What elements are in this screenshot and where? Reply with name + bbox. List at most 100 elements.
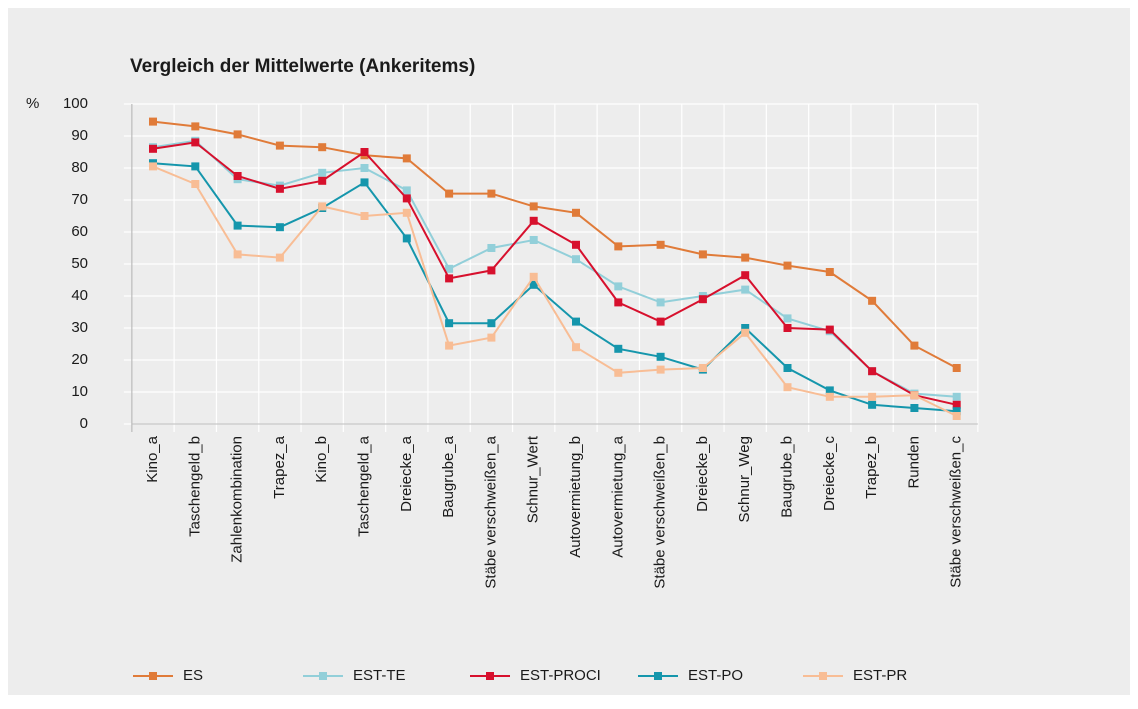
y-tick-label: 100 xyxy=(63,95,88,112)
legend-label: EST-TE xyxy=(353,667,406,684)
point xyxy=(572,240,580,249)
x-tick-label: Schnur_Weg xyxy=(736,436,753,522)
point xyxy=(910,341,919,350)
point xyxy=(233,172,242,180)
legend-marker xyxy=(819,672,827,680)
x-tick-label: Autovermietung_a xyxy=(609,435,626,557)
point xyxy=(487,333,496,342)
point xyxy=(614,298,623,307)
point xyxy=(614,368,623,377)
y-axis-label: % xyxy=(26,95,39,112)
point xyxy=(572,208,580,217)
point xyxy=(318,202,327,211)
point xyxy=(783,261,792,270)
point xyxy=(191,180,200,188)
point xyxy=(360,178,369,187)
x-tick-label: Autovermietung_b xyxy=(567,436,584,558)
point xyxy=(529,236,538,244)
point xyxy=(614,344,623,353)
point xyxy=(910,391,919,400)
point xyxy=(741,271,750,280)
point xyxy=(487,319,496,328)
point xyxy=(360,212,369,220)
series-line xyxy=(152,165,958,417)
point xyxy=(656,352,665,361)
point xyxy=(275,223,284,232)
point xyxy=(656,365,665,374)
y-tick-label: 10 xyxy=(71,383,88,400)
x-tick-label: Trapez_a xyxy=(271,435,288,498)
point xyxy=(825,268,834,276)
series-line xyxy=(152,120,958,369)
point xyxy=(445,189,454,198)
point xyxy=(910,404,919,412)
legend-marker xyxy=(149,672,157,680)
point xyxy=(656,240,665,249)
point xyxy=(783,314,792,323)
point xyxy=(868,296,877,305)
point xyxy=(952,412,961,420)
y-tick-label: 0 xyxy=(80,415,88,432)
point xyxy=(233,250,242,259)
point xyxy=(149,162,157,171)
point xyxy=(868,400,877,409)
point xyxy=(445,264,454,273)
x-tick-label: Dreiecke_c xyxy=(821,436,838,512)
legend-label: ES xyxy=(183,667,203,684)
series-line xyxy=(152,141,957,406)
point xyxy=(445,341,454,350)
legend-marker xyxy=(486,672,494,680)
point xyxy=(783,364,792,372)
point xyxy=(318,143,327,152)
point xyxy=(825,392,834,401)
x-tick-label: Trapez_b xyxy=(863,436,880,499)
point xyxy=(698,364,707,372)
y-tick-label: 40 xyxy=(71,287,88,304)
point xyxy=(233,221,242,230)
y-tick-label: 50 xyxy=(71,255,88,272)
x-tick-label: Dreiecke_a xyxy=(398,435,415,512)
y-tick-label: 30 xyxy=(71,319,88,336)
point xyxy=(487,266,496,275)
y-tick-label: 70 xyxy=(71,191,88,208)
x-tick-label: Runden xyxy=(905,436,922,489)
point xyxy=(952,407,961,416)
point xyxy=(572,255,580,264)
point xyxy=(402,154,411,163)
x-tick-label: Stäbe verschweißen_c xyxy=(948,436,965,588)
legend-label: EST-PO xyxy=(688,667,743,684)
point xyxy=(952,392,961,401)
point xyxy=(572,343,580,352)
point xyxy=(656,317,665,326)
point xyxy=(825,325,834,334)
point xyxy=(741,285,750,294)
point xyxy=(233,130,242,139)
point xyxy=(741,253,750,262)
series-line xyxy=(152,162,957,413)
x-tick-label: Taschengeld_a xyxy=(355,435,372,537)
legend-marker xyxy=(319,672,327,680)
x-tick-label: Taschengeld_b xyxy=(186,436,203,537)
point xyxy=(275,253,284,262)
point xyxy=(149,117,157,126)
point xyxy=(741,328,750,337)
x-tick-label: Kino_b xyxy=(313,436,330,483)
y-tick-label: 90 xyxy=(71,127,88,144)
x-tick-label: Dreiecke_b xyxy=(694,436,711,512)
point xyxy=(445,319,454,328)
point xyxy=(191,162,200,171)
point xyxy=(529,280,538,289)
point xyxy=(741,324,750,332)
x-tick-label: Stäbe verschweißen_a xyxy=(482,435,499,588)
point xyxy=(318,168,327,177)
legend-label: EST-PROCI xyxy=(520,667,601,684)
x-tick-label: Baugrube_a xyxy=(440,435,457,517)
legend-marker xyxy=(654,672,662,680)
point xyxy=(402,234,411,243)
point xyxy=(149,144,157,153)
y-tick-label: 80 xyxy=(71,159,88,176)
point xyxy=(275,141,284,150)
point xyxy=(529,202,538,211)
point xyxy=(402,186,411,195)
